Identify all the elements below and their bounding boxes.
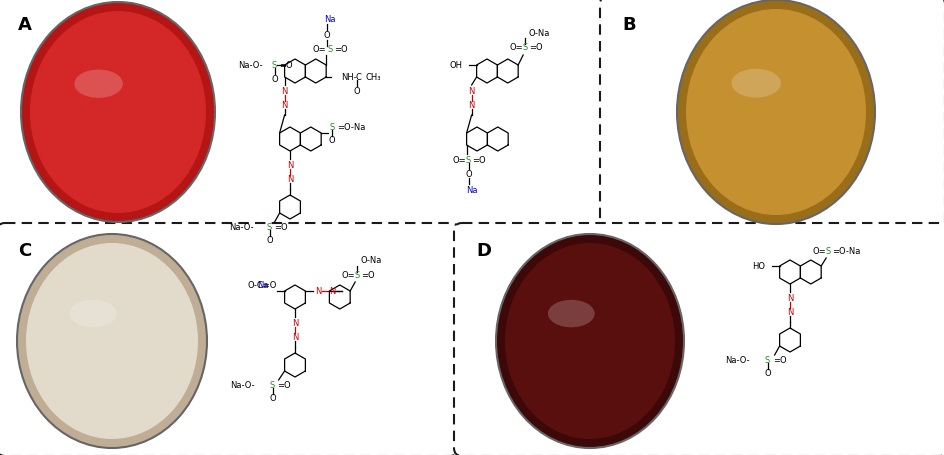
Ellipse shape — [21, 3, 215, 222]
Text: HO: HO — [751, 262, 765, 271]
Text: O-Na: O-Na — [360, 256, 381, 265]
Text: =O: =O — [529, 43, 542, 52]
FancyBboxPatch shape — [599, 0, 944, 229]
Text: D: D — [476, 242, 491, 259]
Text: N: N — [329, 287, 335, 296]
Text: O-Na: O-Na — [528, 28, 549, 37]
Text: A: A — [18, 16, 32, 34]
Text: S: S — [270, 381, 275, 389]
Text: Na: Na — [324, 15, 335, 24]
Text: O: O — [266, 236, 273, 245]
Text: S: S — [765, 356, 769, 365]
Ellipse shape — [504, 243, 674, 439]
Text: =O: =O — [275, 223, 288, 232]
Text: N: N — [292, 319, 298, 328]
Ellipse shape — [17, 234, 207, 448]
Text: O=: O= — [812, 247, 825, 256]
Ellipse shape — [548, 300, 594, 328]
Text: NH-: NH- — [341, 73, 357, 82]
Text: CH₃: CH₃ — [364, 73, 380, 82]
Text: =O: =O — [472, 156, 486, 165]
Text: S: S — [354, 271, 360, 280]
Text: C: C — [355, 73, 361, 82]
Text: =O-Na: =O-Na — [832, 247, 860, 256]
Text: S: S — [272, 61, 277, 71]
Ellipse shape — [75, 71, 123, 99]
Text: N: N — [287, 161, 293, 170]
Text: =O: =O — [279, 61, 293, 71]
Text: O: O — [269, 394, 276, 403]
FancyBboxPatch shape — [453, 223, 944, 455]
Text: O: O — [324, 30, 330, 40]
Text: N: N — [468, 87, 474, 96]
Text: N: N — [281, 87, 288, 96]
Text: S: S — [267, 223, 272, 232]
Text: S: S — [825, 247, 830, 256]
Text: S: S — [522, 43, 528, 52]
Text: =O: =O — [361, 271, 375, 280]
Ellipse shape — [731, 70, 780, 98]
Ellipse shape — [685, 10, 865, 216]
Text: O: O — [271, 74, 278, 83]
Text: Na-O-: Na-O- — [228, 223, 253, 232]
Text: Na-O-: Na-O- — [238, 61, 262, 71]
Text: O=: O= — [312, 46, 326, 55]
Ellipse shape — [69, 300, 117, 328]
Text: =O: =O — [334, 46, 347, 55]
Text: N: N — [468, 101, 474, 110]
Text: Na: Na — [257, 281, 268, 290]
Ellipse shape — [496, 234, 683, 448]
Text: B: B — [621, 16, 635, 34]
Text: N: N — [287, 175, 293, 184]
FancyBboxPatch shape — [0, 223, 458, 455]
Text: O: O — [329, 136, 335, 145]
Text: Na: Na — [465, 186, 477, 195]
Text: O=: O= — [509, 43, 523, 52]
Text: N: N — [315, 287, 321, 296]
Text: C: C — [18, 242, 31, 259]
Text: =O: =O — [773, 356, 786, 365]
Text: N: N — [292, 333, 298, 342]
Text: OH: OH — [449, 61, 463, 71]
Text: Na-O-: Na-O- — [229, 381, 254, 389]
Text: =O: =O — [278, 381, 291, 389]
FancyBboxPatch shape — [0, 0, 602, 229]
Text: O=: O= — [341, 271, 355, 280]
Ellipse shape — [26, 243, 198, 439]
Text: O: O — [764, 369, 770, 378]
Text: S: S — [465, 156, 471, 165]
Text: S: S — [329, 123, 334, 132]
Text: N: N — [281, 101, 288, 110]
Text: =O-Na: =O-Na — [337, 123, 365, 132]
Text: Na-O-: Na-O- — [724, 356, 749, 365]
Text: N: N — [786, 294, 792, 303]
Ellipse shape — [676, 1, 874, 224]
Text: S: S — [327, 46, 332, 55]
Ellipse shape — [30, 12, 206, 213]
Text: N: N — [786, 308, 792, 317]
Text: O: O — [353, 86, 360, 95]
Text: O: O — [464, 170, 471, 179]
Text: O=: O= — [452, 156, 466, 165]
Text: O-C=O: O-C=O — [247, 281, 277, 290]
